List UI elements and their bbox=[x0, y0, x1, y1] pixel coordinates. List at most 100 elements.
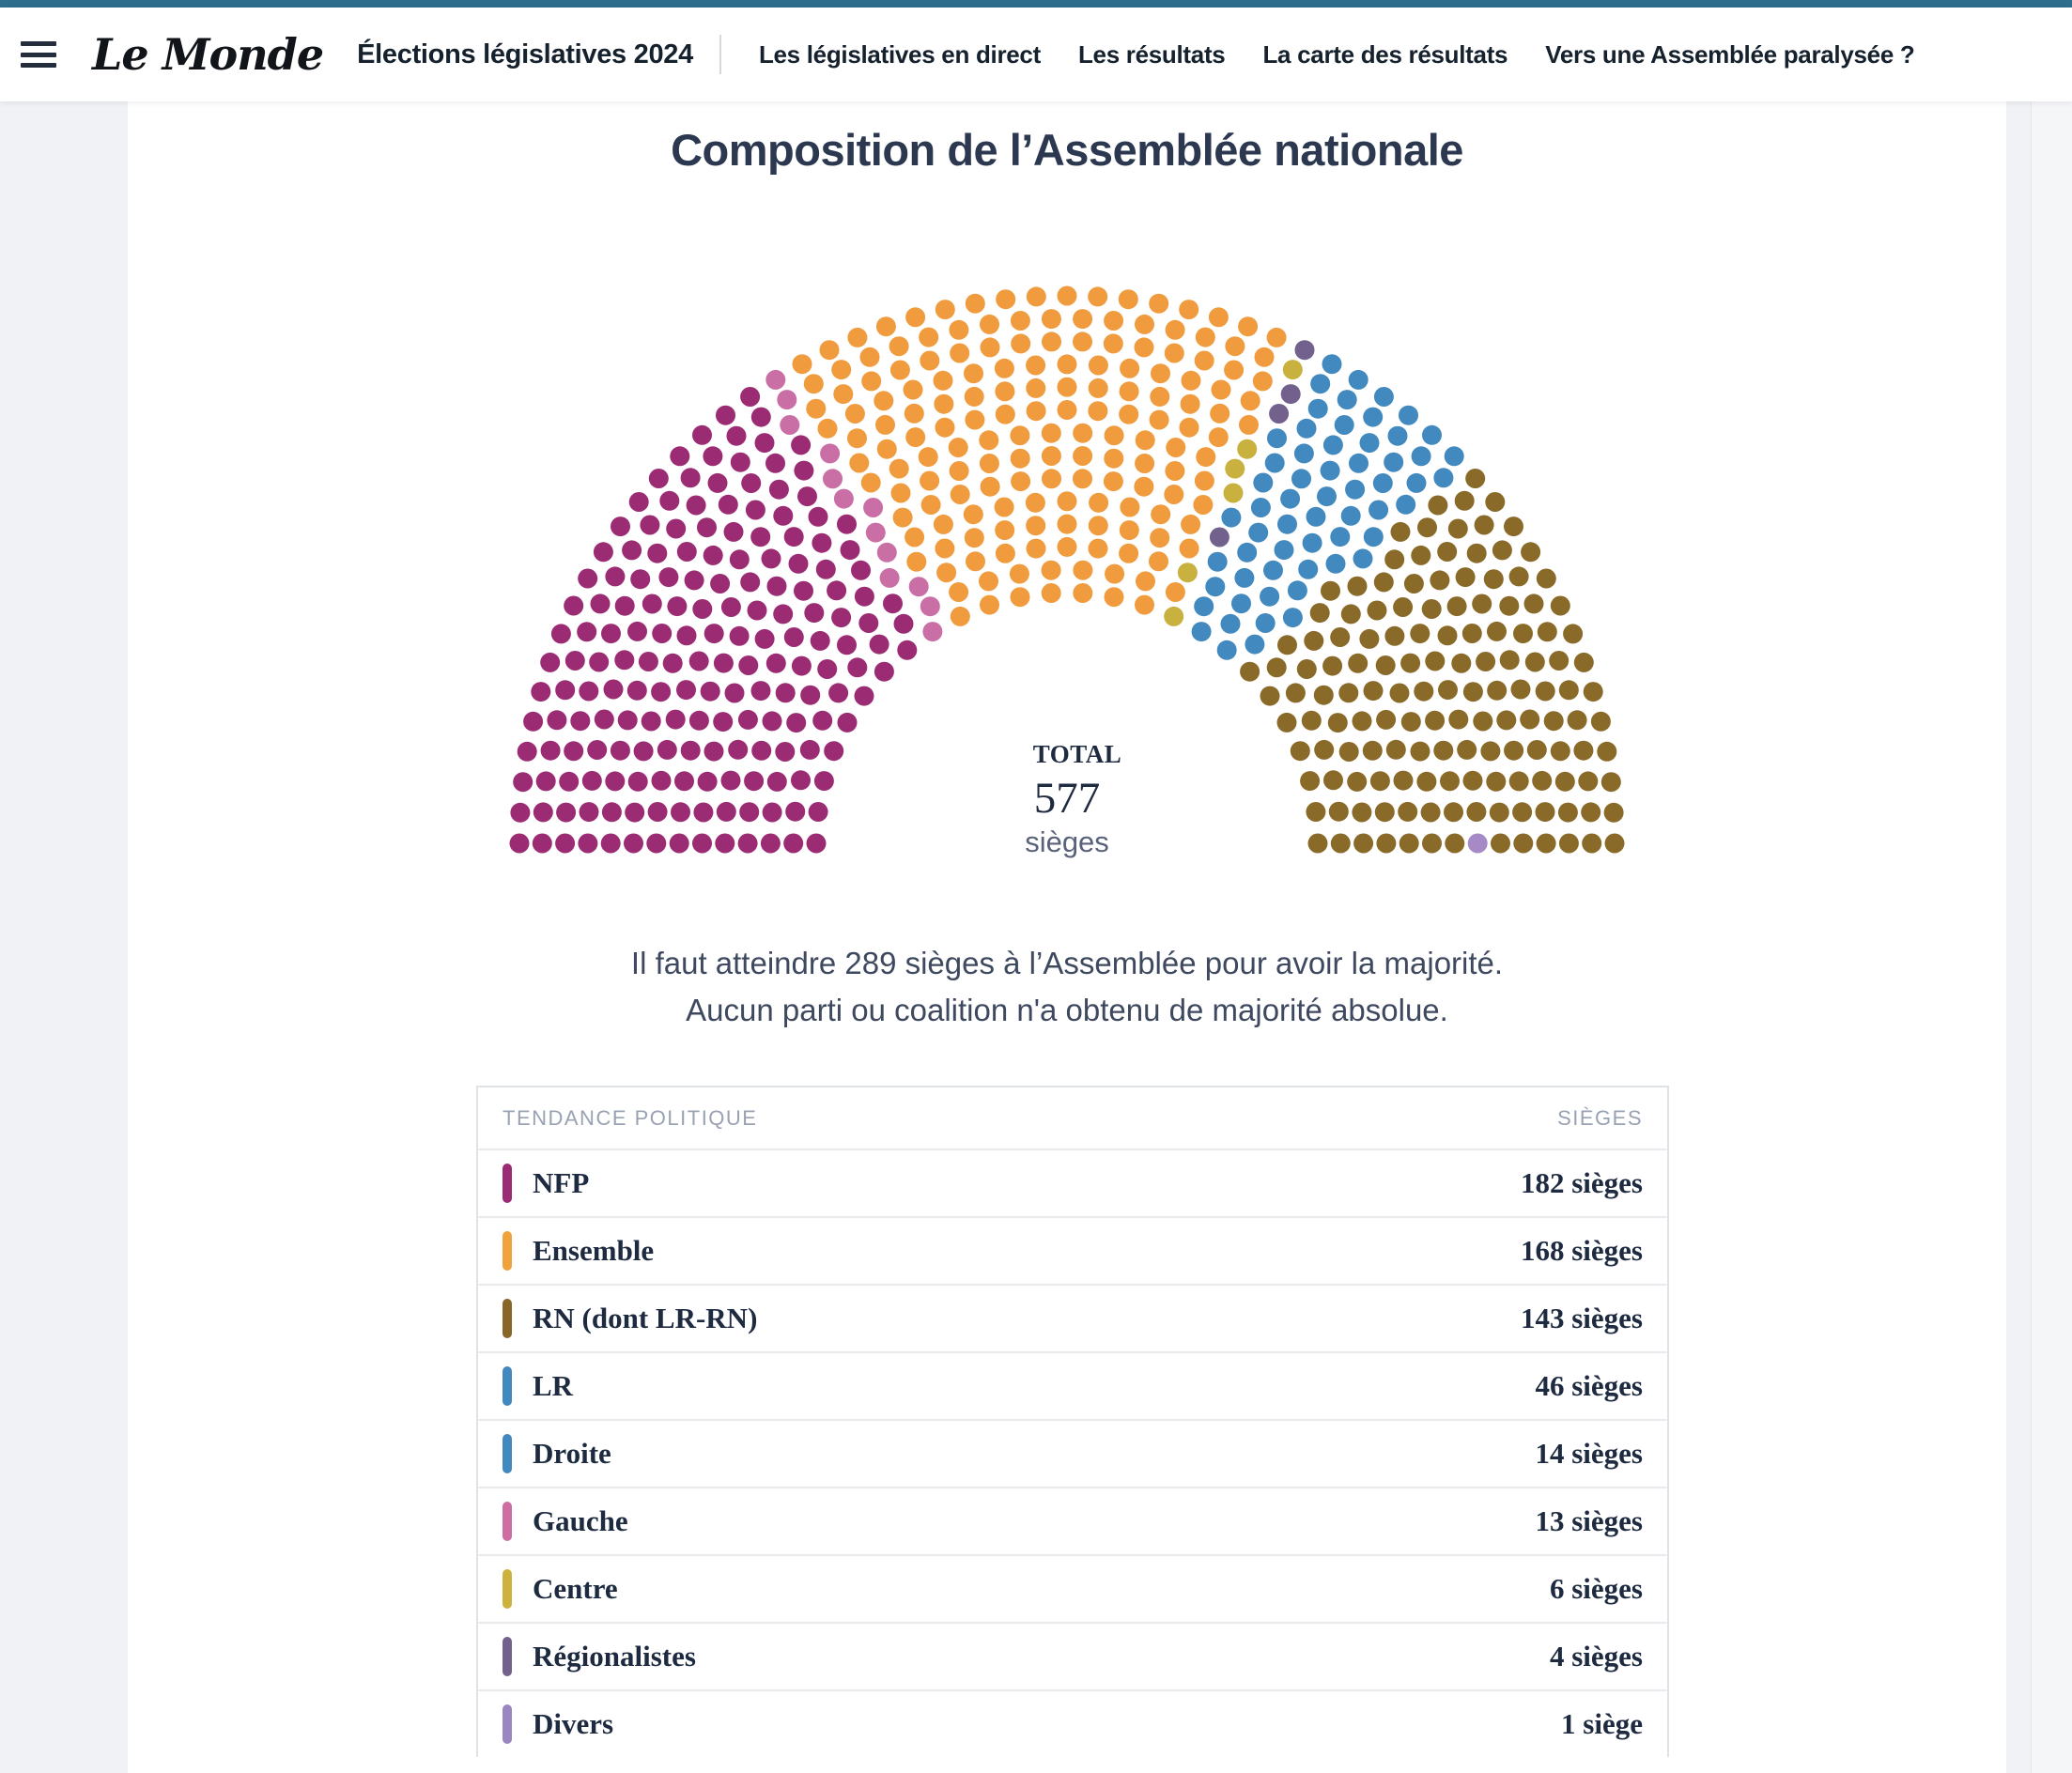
seat-dot bbox=[760, 833, 781, 854]
seat-dot bbox=[676, 625, 697, 646]
nav-link-legislatives-en-direct[interactable]: Les législatives en direct bbox=[758, 39, 1041, 69]
seat-dot bbox=[1041, 446, 1061, 466]
seat-dot bbox=[1302, 532, 1322, 553]
table-row: Centre 6 sièges bbox=[478, 1554, 1667, 1622]
seat-dot bbox=[1164, 485, 1184, 504]
seat-dot bbox=[1088, 538, 1108, 559]
seat-dot bbox=[831, 360, 852, 380]
seat-dot bbox=[688, 651, 709, 671]
seat-dot bbox=[715, 833, 735, 854]
seat-dot bbox=[1325, 553, 1346, 574]
seat-dot bbox=[1151, 363, 1170, 384]
seat-dot bbox=[849, 453, 870, 473]
seat-dot bbox=[823, 469, 843, 489]
seat-dot bbox=[995, 520, 1015, 541]
seat-dot bbox=[737, 833, 758, 854]
seat-dot bbox=[1352, 802, 1372, 823]
seat-dot bbox=[1425, 651, 1446, 671]
seat-dot bbox=[1240, 391, 1260, 411]
seat-dot bbox=[601, 802, 622, 823]
seat-dot bbox=[1057, 354, 1077, 375]
party-seats-value: 1 siège bbox=[1561, 1707, 1643, 1740]
menu-icon[interactable] bbox=[21, 41, 56, 68]
seat-dot bbox=[1486, 771, 1507, 792]
seat-dot bbox=[1313, 685, 1334, 705]
seat-dot bbox=[1165, 461, 1185, 481]
seat-dot bbox=[1400, 712, 1421, 732]
seat-dot bbox=[1550, 741, 1570, 762]
seat-dot bbox=[726, 425, 747, 446]
seat-dot bbox=[791, 770, 811, 791]
seat-dot bbox=[1521, 542, 1541, 563]
seat-dot bbox=[1208, 427, 1229, 448]
seat-dot bbox=[684, 570, 704, 591]
nav-link-assemblee-paralysee[interactable]: Vers une Assemblée paralysée ? bbox=[1545, 39, 1915, 69]
seat-dot bbox=[783, 627, 804, 647]
seat-dot bbox=[1465, 469, 1486, 488]
seat-dot bbox=[1134, 337, 1154, 358]
seat-dot bbox=[692, 599, 713, 619]
seat-dot bbox=[1042, 331, 1061, 352]
seat-dot bbox=[633, 741, 654, 762]
seat-dot bbox=[766, 576, 787, 596]
seat-dot bbox=[1348, 369, 1368, 390]
seat-dot bbox=[1136, 571, 1155, 592]
seat-dot bbox=[1454, 490, 1475, 511]
seat-dot bbox=[1320, 460, 1340, 481]
seat-dot bbox=[669, 833, 689, 854]
seat-dot bbox=[564, 741, 584, 762]
table-row: Gauche 13 sièges bbox=[478, 1487, 1667, 1554]
top-accent-bar bbox=[0, 0, 2072, 8]
seat-dot bbox=[657, 739, 677, 760]
scrollbar-track[interactable] bbox=[2031, 101, 2072, 1773]
seat-dot bbox=[1260, 686, 1280, 706]
seat-dot bbox=[692, 833, 712, 854]
seat-dot bbox=[737, 709, 758, 730]
seat-dot bbox=[1166, 438, 1186, 457]
seat-dot bbox=[646, 833, 667, 854]
seat-dot bbox=[1425, 710, 1446, 731]
lemonde-logo[interactable]: Le Monde bbox=[92, 29, 324, 80]
seat-dot bbox=[964, 386, 984, 407]
seat-dot bbox=[1340, 604, 1361, 624]
seat-dot bbox=[1041, 423, 1061, 443]
seat-dot bbox=[851, 560, 871, 580]
seat-dot bbox=[949, 582, 969, 602]
seat-dot bbox=[1363, 527, 1384, 547]
seat-dot bbox=[765, 453, 785, 473]
seat-dot bbox=[1193, 495, 1214, 515]
seat-dot bbox=[577, 622, 597, 642]
party-label: Régionalistes bbox=[533, 1640, 696, 1673]
seat-dot bbox=[555, 833, 576, 854]
seat-dot bbox=[704, 741, 724, 762]
party-color-pill bbox=[503, 1366, 512, 1406]
seat-dot bbox=[1330, 527, 1351, 547]
seat-dot bbox=[617, 710, 638, 731]
seat-dot bbox=[812, 710, 833, 731]
party-seats-value: 182 sièges bbox=[1520, 1166, 1643, 1199]
seat-dot bbox=[1345, 479, 1366, 500]
seat-dot bbox=[510, 802, 531, 823]
seat-dot bbox=[1073, 446, 1093, 466]
seat-dot bbox=[1057, 491, 1077, 512]
nav-link-carte-resultats[interactable]: La carte des résultats bbox=[1262, 39, 1508, 69]
seat-dot bbox=[1009, 563, 1029, 584]
seat-dot bbox=[840, 540, 860, 561]
seat-dot bbox=[1543, 711, 1564, 732]
seat-dot bbox=[950, 343, 970, 363]
nav-link-resultats[interactable]: Les résultats bbox=[1077, 39, 1226, 69]
seat-dot bbox=[799, 739, 820, 760]
seat-dot bbox=[667, 596, 688, 617]
seat-dot bbox=[1057, 377, 1077, 397]
seat-dot bbox=[1440, 771, 1460, 792]
seat-dot bbox=[724, 683, 745, 703]
seat-dot bbox=[1508, 771, 1529, 792]
seat-dot bbox=[1276, 712, 1297, 732]
seat-dot bbox=[622, 540, 642, 561]
seat-dot bbox=[1150, 528, 1170, 548]
seat-dot bbox=[1248, 522, 1269, 543]
seat-dot bbox=[688, 710, 709, 731]
seat-dot bbox=[1411, 545, 1431, 565]
seat-dot bbox=[1532, 770, 1553, 791]
seat-dot bbox=[1088, 286, 1108, 307]
